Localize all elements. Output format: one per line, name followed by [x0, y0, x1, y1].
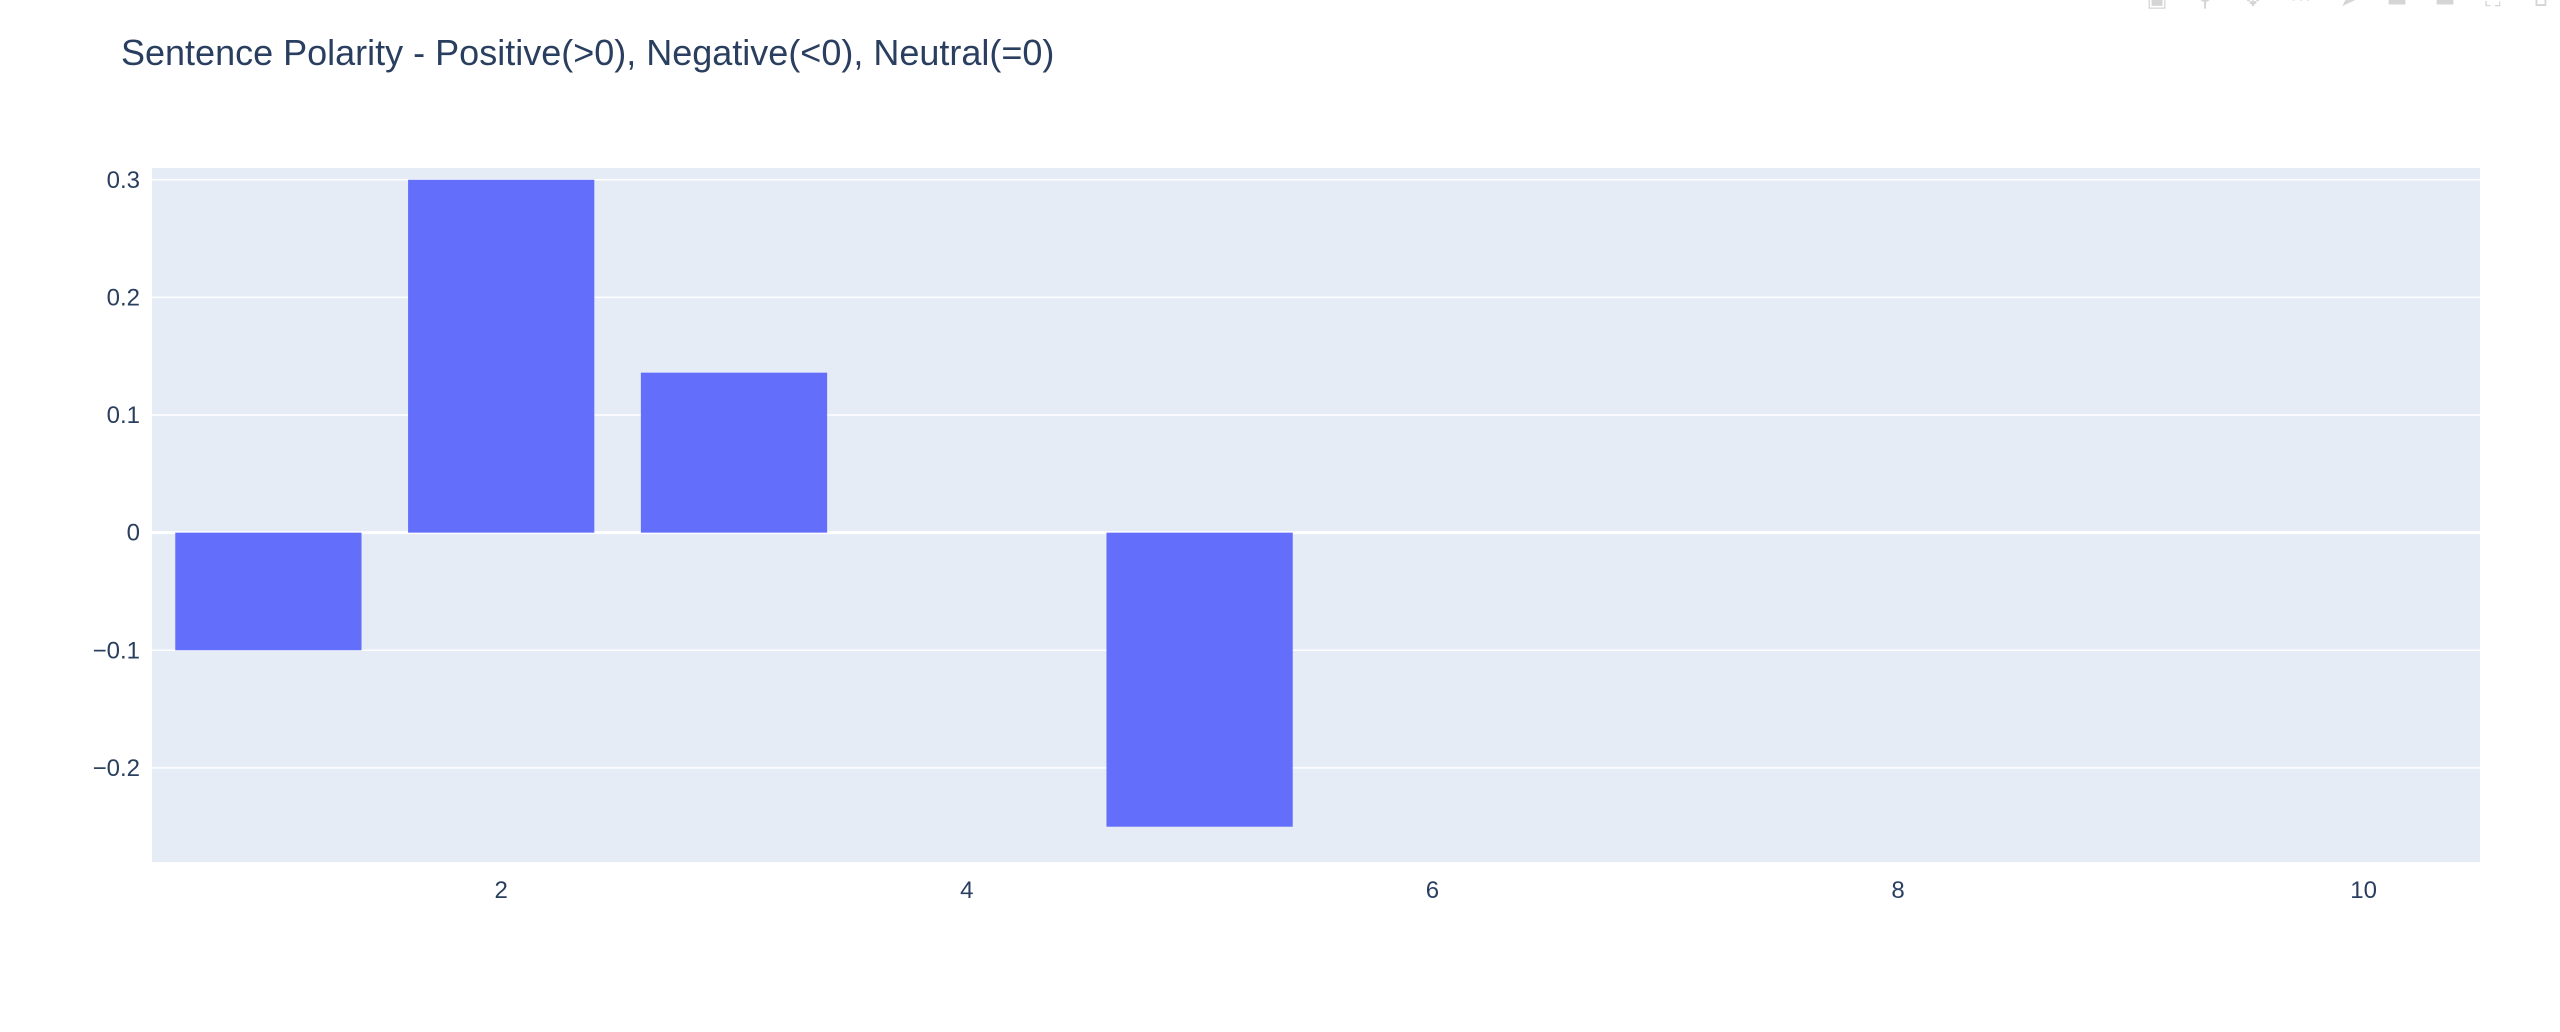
- zoom-in-icon[interactable]: ▬: [2384, 0, 2410, 11]
- pan-icon[interactable]: ✥: [2240, 0, 2266, 11]
- bar-5[interactable]: [1106, 532, 1293, 827]
- x-tick-label: 6: [1426, 877, 1439, 904]
- x-tick-label: 10: [2350, 877, 2377, 904]
- zoom-icon[interactable]: ⚲: [2192, 0, 2218, 11]
- x-tick-label: 4: [960, 877, 973, 904]
- camera-icon[interactable]: ▣: [2144, 0, 2170, 11]
- y-tick-label: −0.1: [93, 637, 140, 664]
- modebar: ▣ ⚲ ✥ ⋯ ➤ ▬ ▬ ⛶ ⌂: [2144, 0, 2560, 11]
- y-tick-label: 0.1: [107, 402, 140, 429]
- lasso-icon[interactable]: ➤: [2336, 0, 2362, 11]
- bar-2[interactable]: [408, 179, 595, 533]
- bar-1[interactable]: [175, 532, 362, 651]
- chart-title: Sentence Polarity - Positive(>0), Negati…: [121, 32, 1055, 73]
- box-select-icon[interactable]: ⋯: [2288, 0, 2314, 11]
- x-tick-label: 2: [495, 877, 508, 904]
- x-tick-label: 8: [1891, 877, 1904, 904]
- bar-3[interactable]: [640, 372, 828, 533]
- zoom-out-icon[interactable]: ▬: [2432, 0, 2458, 11]
- y-tick-label: 0: [127, 520, 140, 547]
- y-tick-label: −0.2: [93, 755, 140, 782]
- y-axis-ticks: 0.3 0.2 0.1 0 −0.1 −0.2: [93, 167, 140, 782]
- bars: [175, 179, 1293, 827]
- y-tick-label: 0.2: [107, 284, 140, 311]
- y-tick-label: 0.3: [107, 167, 140, 194]
- x-axis-ticks: 2 4 6 8 10: [495, 877, 2377, 904]
- reset-axes-icon[interactable]: ⌂: [2528, 0, 2554, 11]
- autoscale-icon[interactable]: ⛶: [2480, 0, 2506, 11]
